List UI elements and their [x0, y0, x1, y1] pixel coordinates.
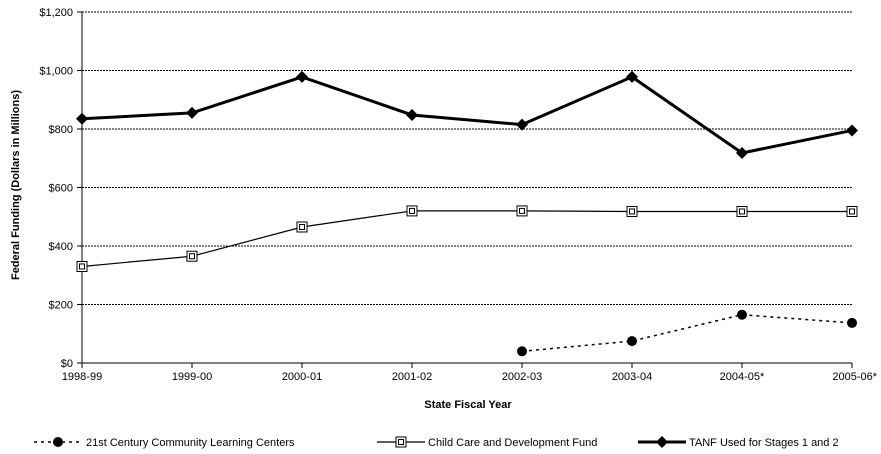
marker-outer [395, 436, 407, 448]
gridlines [82, 11, 852, 305]
data-point [847, 317, 857, 328]
x-axis-title: State Fiscal Year [424, 399, 512, 411]
marker-outer [76, 260, 88, 272]
marker-inner [849, 208, 855, 215]
marker-inner [299, 223, 305, 230]
series-0 [517, 309, 857, 357]
x-tick-label: 1999-00 [172, 371, 212, 383]
series-line [81, 210, 852, 268]
legend-label: 21st Century Community Learning Centers [86, 437, 295, 449]
series-line [81, 75, 853, 155]
marker-outer [186, 250, 198, 262]
marker-outer [626, 205, 638, 217]
data-point [737, 309, 747, 320]
marker-inner [629, 208, 635, 215]
series-2 [76, 70, 858, 159]
data-point [516, 118, 528, 131]
data-point [627, 336, 637, 347]
axes [77, 11, 853, 368]
y-tick-label: $200 [49, 300, 73, 312]
marker-inner [519, 207, 525, 214]
legend-label: TANF Used for Stages 1 and 2 [689, 437, 839, 449]
x-tick-label: 2000-01 [282, 371, 322, 383]
legend-label: Child Care and Development Fund [428, 437, 597, 449]
data-point [626, 205, 638, 217]
data-point [296, 221, 308, 233]
data-point [406, 108, 418, 121]
series [76, 70, 858, 357]
data-point [626, 70, 638, 83]
x-tick-label: 1998-99 [62, 371, 102, 383]
legend: 21st Century Community Learning Centers C… [34, 436, 839, 449]
x-tick-label: 2004-05* [720, 371, 765, 383]
marker-outer [296, 221, 308, 233]
legend-item: Child Care and Development Fund [377, 436, 597, 449]
marker-outer [516, 205, 528, 217]
x-tick-labels: 1998-99 1999-00 2000-01 2001-02 2002-03 2003-… [62, 371, 878, 383]
data-point [517, 346, 527, 357]
y-tick-label: $600 [49, 183, 73, 195]
y-tick-label: $0 [61, 358, 73, 370]
y-tick-labels: $0 $200 $400 $600 $800 $1,000 $1,200 [39, 7, 73, 370]
marker-outer [406, 205, 418, 217]
data-point [76, 260, 88, 272]
marker-inner [409, 207, 415, 214]
x-tick-label: 2001-02 [392, 371, 432, 383]
data-point [76, 112, 88, 125]
y-tick-label: $1,000 [39, 66, 73, 78]
legend-item: 21st Century Community Learning Centers [34, 437, 295, 449]
legend-swatch-marker [395, 436, 407, 448]
y-tick-label: $800 [49, 124, 73, 136]
data-point [736, 205, 748, 217]
data-point [846, 124, 858, 137]
y-tick-label: $1,200 [39, 7, 73, 19]
legend-swatch-marker [53, 437, 63, 447]
data-point [186, 106, 198, 119]
legend-item: TANF Used for Stages 1 and 2 [638, 436, 839, 449]
marker-outer [846, 205, 858, 217]
legend-swatch-marker [656, 436, 668, 448]
series-1 [76, 205, 858, 272]
data-point [186, 250, 198, 262]
x-tick-label: 2002-03 [502, 371, 542, 383]
x-tick-label: 2005-06* [832, 371, 877, 383]
marker-inner [79, 263, 85, 270]
y-axis-title: Federal Funding (Dollars in Millions) [10, 90, 22, 280]
data-point [296, 70, 308, 83]
data-point [736, 146, 748, 159]
marker-outer [736, 205, 748, 217]
data-point [516, 205, 528, 217]
data-point [406, 205, 418, 217]
data-point [846, 205, 858, 217]
marker-inner [189, 253, 195, 260]
marker-inner [398, 439, 404, 445]
x-tick-label: 2003-04 [612, 371, 652, 383]
marker-inner [739, 208, 745, 215]
series-line [521, 313, 853, 353]
y-tick-label: $400 [49, 241, 73, 253]
